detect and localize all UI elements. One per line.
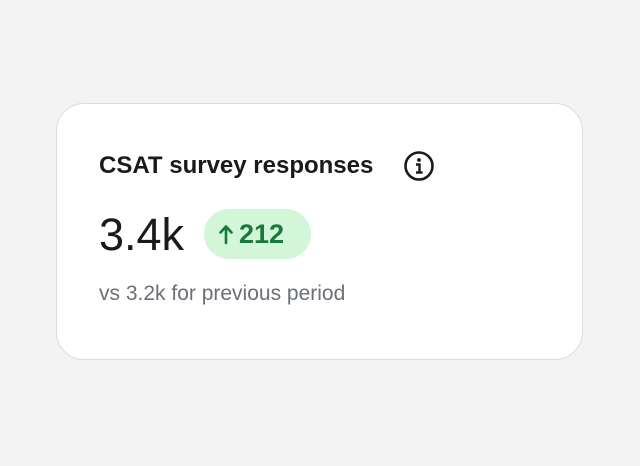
- card-title: CSAT survey responses: [99, 152, 374, 179]
- metric-card: CSAT survey responses 3.4k 212 vs 3.2k f…: [56, 103, 583, 360]
- info-icon[interactable]: [403, 150, 435, 182]
- change-badge: 212: [204, 209, 311, 259]
- arrow-up-icon: [219, 225, 233, 245]
- change-value: 212: [239, 219, 285, 249]
- comparison-text: vs 3.2k for previous period: [99, 282, 346, 305]
- metric-value: 3.4k: [99, 209, 185, 260]
